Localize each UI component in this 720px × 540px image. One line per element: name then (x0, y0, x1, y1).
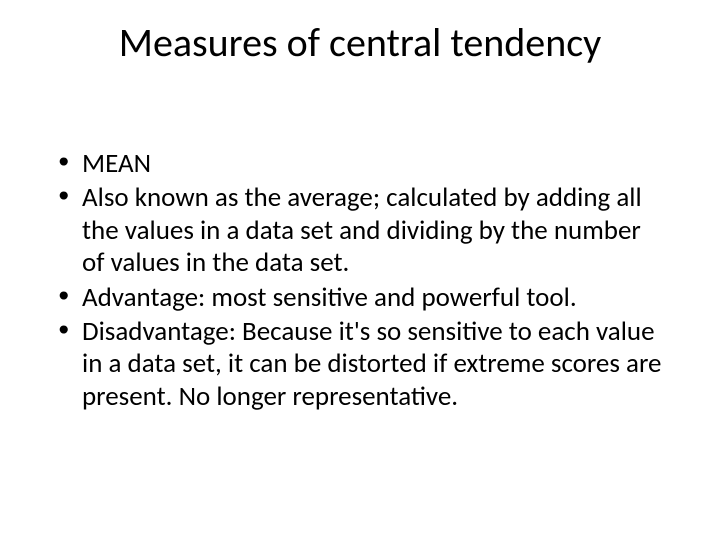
slide-title: Measures of central tendency (0, 18, 720, 67)
list-item: Disadvantage: Because it's so sensitive … (54, 316, 666, 413)
slide-body: MEAN Also known as the average; calculat… (54, 148, 666, 415)
list-item: Also known as the average; calculated by… (54, 182, 666, 279)
slide: Measures of central tendency MEAN Also k… (0, 0, 720, 540)
list-item: Advantage: most sensitive and powerful t… (54, 282, 666, 314)
list-item: MEAN (54, 148, 666, 180)
bullet-list: MEAN Also known as the average; calculat… (54, 148, 666, 413)
